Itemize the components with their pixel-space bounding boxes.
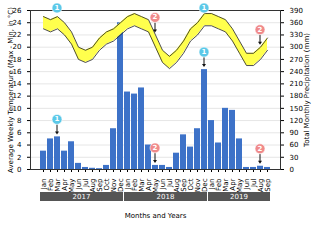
svg-text:2017: 2017: [73, 193, 91, 201]
svg-text:2018: 2018: [157, 193, 175, 201]
svg-text:390: 390: [290, 7, 303, 15]
svg-text:12: 12: [12, 92, 22, 101]
svg-text:4: 4: [17, 141, 22, 149]
svg-text:0: 0: [290, 166, 294, 174]
svg-text:22: 22: [12, 31, 22, 40]
svg-text:Aug: Aug: [88, 178, 97, 193]
svg-text:Jan: Jan: [123, 178, 132, 190]
svg-text:Aug: Aug: [172, 178, 181, 193]
svg-text:330: 330: [290, 31, 303, 39]
svg-text:2: 2: [153, 144, 158, 152]
svg-text:Oct: Oct: [186, 178, 195, 191]
svg-text:Apr: Apr: [144, 178, 153, 191]
svg-text:2019: 2019: [230, 193, 248, 201]
svg-text:May: May: [151, 178, 160, 193]
svg-text:1: 1: [202, 48, 207, 56]
svg-text:1: 1: [55, 4, 60, 12]
svg-text:Jun: Jun: [74, 178, 83, 190]
svg-text:Jan: Jan: [39, 178, 48, 190]
svg-text:Feb: Feb: [214, 178, 223, 191]
svg-text:18: 18: [12, 55, 22, 64]
svg-text:Feb: Feb: [46, 178, 55, 191]
svg-text:2: 2: [17, 154, 21, 162]
svg-text:Jul: Jul: [81, 178, 90, 187]
svg-text:Sep: Sep: [179, 178, 188, 192]
svg-text:Mar: Mar: [137, 178, 146, 192]
svg-text:60: 60: [290, 141, 299, 149]
svg-text:Jul: Jul: [165, 178, 174, 187]
svg-text:2: 2: [153, 13, 158, 21]
svg-text:14: 14: [12, 80, 22, 89]
svg-text:Mar: Mar: [53, 178, 62, 192]
svg-text:120: 120: [290, 117, 303, 125]
svg-text:Dec: Dec: [200, 178, 209, 192]
svg-text:8: 8: [17, 117, 21, 125]
svg-text:24: 24: [12, 19, 22, 27]
svg-text:20: 20: [12, 43, 22, 52]
svg-text:Jan: Jan: [207, 178, 216, 190]
svg-text:Jun: Jun: [242, 178, 251, 190]
svg-text:240: 240: [290, 68, 303, 76]
svg-text:360: 360: [290, 19, 303, 27]
svg-text:2: 2: [258, 26, 263, 34]
svg-text:Jul: Jul: [249, 178, 258, 187]
svg-text:Nov: Nov: [109, 178, 118, 193]
svg-text:Average Weekly Temperature (Ma: Average Weekly Temperature (Max - Min, i…: [7, 7, 15, 173]
svg-text:210: 210: [290, 80, 303, 88]
svg-text:270: 270: [290, 56, 303, 64]
svg-text:Mar: Mar: [221, 178, 230, 192]
svg-text:2: 2: [258, 145, 263, 153]
svg-text:90: 90: [290, 129, 299, 137]
svg-text:10: 10: [12, 104, 22, 113]
svg-text:Aug: Aug: [256, 178, 265, 193]
svg-text:180: 180: [290, 92, 303, 100]
svg-text:May: May: [235, 178, 244, 193]
svg-text:Nov: Nov: [193, 178, 202, 193]
svg-text:1: 1: [202, 4, 207, 12]
svg-text:300: 300: [290, 43, 303, 51]
svg-text:May: May: [67, 178, 76, 193]
svg-text:Dec: Dec: [116, 178, 125, 192]
svg-text:6: 6: [17, 129, 22, 137]
svg-text:Sep: Sep: [95, 178, 104, 192]
svg-text:1: 1: [55, 115, 60, 123]
svg-text:Total Monthly Precipitation (m: Total Monthly Precipitation (mm): [303, 33, 311, 148]
svg-text:26: 26: [12, 6, 22, 15]
svg-text:Apr: Apr: [228, 178, 237, 191]
svg-text:Jun: Jun: [158, 178, 167, 190]
svg-text:16: 16: [12, 67, 22, 76]
svg-text:Months and Years: Months and Years: [125, 212, 187, 220]
svg-text:Sep: Sep: [264, 178, 272, 192]
svg-text:0: 0: [17, 166, 21, 174]
svg-text:30: 30: [290, 154, 299, 162]
svg-text:Apr: Apr: [60, 178, 69, 191]
svg-text:Oct: Oct: [102, 178, 111, 191]
svg-text:150: 150: [290, 105, 303, 113]
svg-text:Feb: Feb: [130, 178, 139, 191]
